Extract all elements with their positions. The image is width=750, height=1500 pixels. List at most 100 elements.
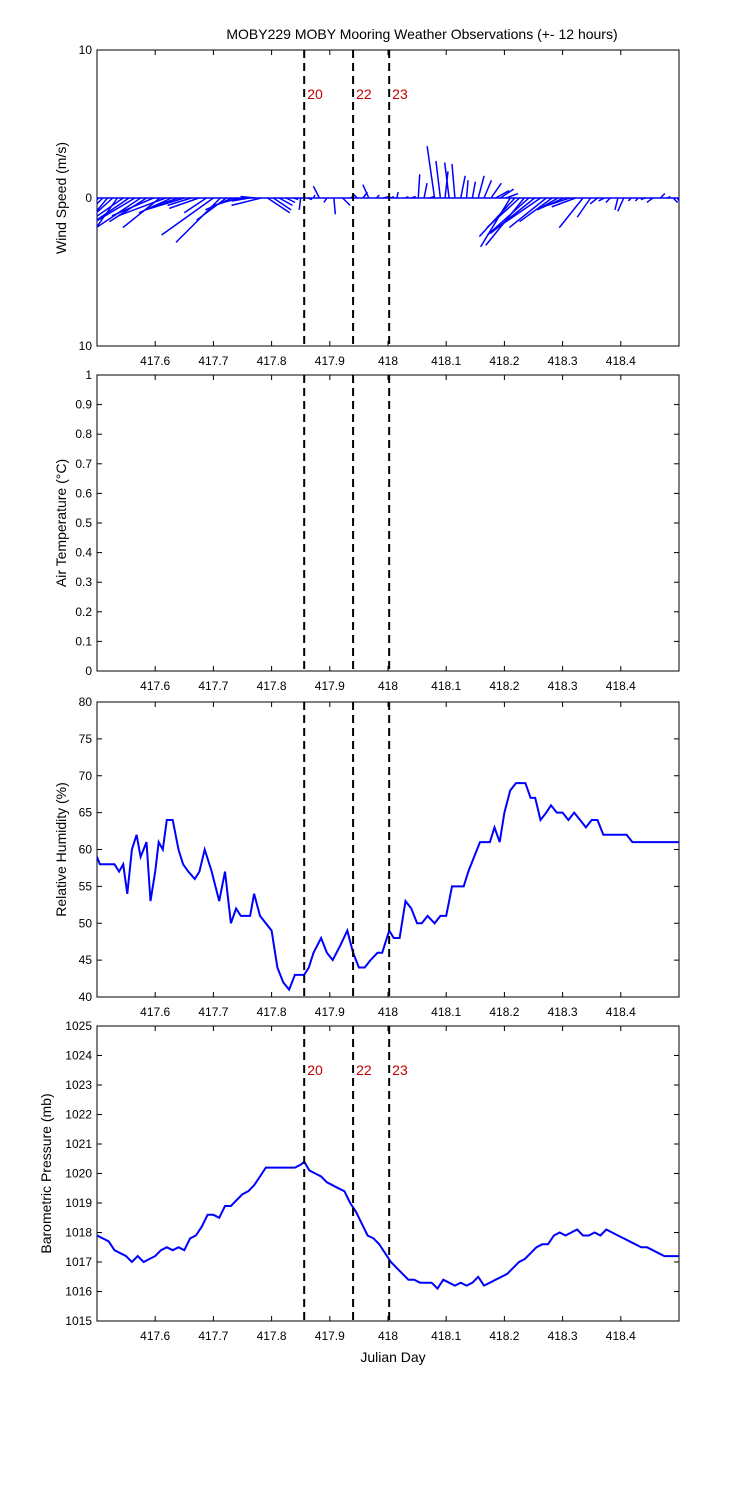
wind-stick — [605, 197, 611, 203]
y-tick-label: 60 — [79, 843, 93, 857]
wind-stick — [240, 195, 256, 199]
wind-stick — [390, 195, 395, 199]
y-tick-label: 1021 — [65, 1137, 92, 1151]
y-tick-label: 0 — [85, 664, 92, 678]
wind-stick — [477, 175, 485, 199]
x-tick-label: 417.7 — [198, 354, 228, 368]
y-tick-label: 0.6 — [75, 486, 92, 500]
y-tick-label: 10 — [79, 339, 93, 353]
wind-stick — [111, 197, 154, 217]
wind-stick — [640, 197, 646, 201]
x-tick-label: 417.8 — [257, 679, 287, 693]
wind-stick — [333, 197, 337, 215]
wind-stick — [231, 197, 250, 202]
x-tick-label: 418.3 — [548, 354, 578, 368]
y-tick-label: 0.5 — [75, 516, 92, 530]
x-tick-label: 418.2 — [489, 1329, 519, 1343]
x-tick-label: 417.8 — [257, 1329, 287, 1343]
event-marker-label: 23 — [392, 86, 408, 102]
wind-stick — [97, 197, 124, 218]
x-tick-label: 418.3 — [548, 679, 578, 693]
x-tick-label: 417.8 — [257, 354, 287, 368]
wind-stick — [151, 197, 179, 208]
wind-stick — [293, 197, 299, 201]
wind-stick — [267, 197, 291, 214]
x-tick-label: 418 — [378, 679, 398, 693]
x-tick-label: 418.4 — [606, 679, 636, 693]
wind-stick — [169, 197, 200, 210]
x-tick-label: 418 — [378, 354, 398, 368]
wind-stick — [589, 197, 598, 205]
panels: 417.6 417.7 417.8 417.9 418 418.1 418.2 418.3 41… — [38, 43, 680, 1365]
y-tick-label: 10 — [79, 43, 93, 57]
y-axis-label: Wind Speed (m/s) — [53, 142, 69, 254]
x-tick-label: 418.4 — [606, 354, 636, 368]
series-group — [97, 146, 679, 248]
wind-stick — [298, 197, 302, 210]
y-axis-label: Air Temperature (°C) — [53, 459, 69, 587]
y-tick-label: 50 — [79, 916, 93, 930]
wind-stick — [97, 197, 136, 222]
y-tick-label: 55 — [79, 879, 93, 893]
wind-stick — [486, 197, 521, 229]
x-tick-label: 417.8 — [257, 1005, 287, 1019]
wind-stick — [551, 197, 576, 208]
x-tick-label: 417.7 — [198, 679, 228, 693]
wind-stick — [443, 162, 450, 199]
y-tick-label: 1019 — [65, 1196, 92, 1210]
x-tick-label: 418.1 — [431, 354, 461, 368]
wind-stick — [429, 195, 435, 199]
wind-stick — [118, 197, 166, 217]
y-tick-label: 1020 — [65, 1167, 92, 1181]
x-tick-label: 418.2 — [489, 679, 519, 693]
wind-stick — [478, 197, 516, 237]
wind-stick — [362, 184, 370, 199]
wind-stick — [342, 197, 351, 206]
plot-frame — [96, 1025, 680, 1322]
x-tick-label: 418.1 — [431, 1329, 461, 1343]
x-tick-label: 418.2 — [489, 354, 519, 368]
wind-stick — [483, 179, 493, 199]
y-tick-label: 40 — [79, 990, 93, 1004]
y-tick-label: 1024 — [65, 1049, 92, 1063]
wind-stick — [451, 163, 456, 199]
y-tick-label: 65 — [79, 806, 93, 820]
wind-stick — [490, 182, 502, 199]
y-axis-label: Barometric Pressure (mb) — [38, 1093, 54, 1253]
wind-stick — [161, 197, 214, 236]
y-tick-label: 0.7 — [75, 457, 92, 471]
y-tick-label: 1015 — [65, 1314, 92, 1328]
x-tick-label: 418.4 — [606, 1005, 636, 1019]
figure-title: MOBY229 MOBY Mooring Weather Observation… — [226, 26, 617, 42]
wind-stick — [598, 197, 605, 202]
series-group — [97, 782, 679, 992]
wind-stick — [465, 180, 469, 199]
wind-stick — [323, 197, 328, 203]
x-tick-label: 417.7 — [198, 1005, 228, 1019]
y-tick-label: 0.3 — [75, 575, 92, 589]
wind-stick — [667, 195, 671, 199]
wind-stick — [508, 197, 547, 229]
wind-stick — [672, 197, 679, 203]
wind-stick — [278, 197, 293, 207]
chart-panel-3: 417.6 417.7 417.8 417.9 418 418.1 418.2 418.3 41… — [53, 695, 680, 1019]
y-tick-label: 0 — [85, 191, 92, 205]
wind-stick — [646, 197, 654, 204]
wind-stick — [97, 197, 130, 221]
y-tick-label: 45 — [79, 953, 93, 967]
wind-stick — [145, 197, 185, 211]
x-tick-label: 417.6 — [140, 1005, 170, 1019]
wind-stick — [486, 197, 530, 236]
wind-stick — [272, 197, 292, 211]
wind-stick — [659, 193, 666, 199]
y-tick-label: 0.1 — [75, 634, 92, 648]
event-marker-label: 23 — [392, 1062, 408, 1078]
y-tick-label: 0.2 — [75, 605, 92, 619]
wind-stick — [312, 185, 320, 199]
x-tick-label: 418.2 — [489, 1005, 519, 1019]
x-tick-label: 417.9 — [315, 1005, 345, 1019]
x-tick-label: 418 — [378, 1005, 398, 1019]
x-tick-label: 418.4 — [606, 1329, 636, 1343]
wind-stick — [479, 197, 511, 248]
